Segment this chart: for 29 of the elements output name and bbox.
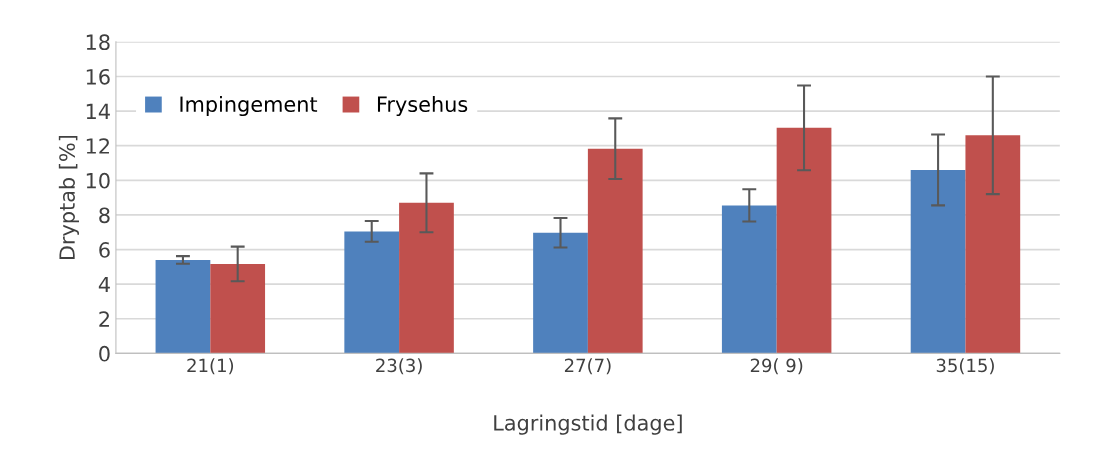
y-tick-label: 0 — [99, 345, 110, 362]
legend-label: Frysehus — [377, 95, 468, 117]
bar — [399, 202, 454, 354]
x-tick-label: 27(7) — [564, 358, 611, 375]
bar — [910, 169, 966, 354]
legend-label: Impingement — [180, 95, 318, 117]
bar — [533, 232, 588, 354]
y-tick-label: 18 — [86, 34, 110, 51]
y-axis-title: Dryptab [%] — [58, 135, 79, 260]
bar — [344, 231, 400, 354]
bar — [587, 148, 643, 354]
y-tick-label: 4 — [98, 276, 110, 293]
y-tick-label: 14 — [86, 103, 110, 119]
x-tick-label: 29( 9) — [750, 358, 803, 375]
bar — [776, 127, 832, 354]
bar — [965, 135, 1021, 354]
y-tick-label: 6 — [99, 242, 110, 258]
x-axis-title: Lagringstid [dage] — [494, 414, 682, 435]
bar — [210, 263, 266, 354]
x-tick-label: 21(1) — [187, 358, 234, 375]
bar — [155, 259, 211, 354]
x-tick-label: 23(3) — [376, 358, 422, 375]
y-tick-label: 8 — [99, 207, 110, 224]
y-tick-label: 10 — [86, 172, 110, 189]
y-tick-label: 12 — [86, 138, 109, 154]
x-tick-label: 35(15) — [936, 358, 994, 375]
y-tick-label: 2 — [99, 311, 109, 327]
y-tick-label: 16 — [86, 68, 110, 85]
bar — [721, 205, 777, 354]
